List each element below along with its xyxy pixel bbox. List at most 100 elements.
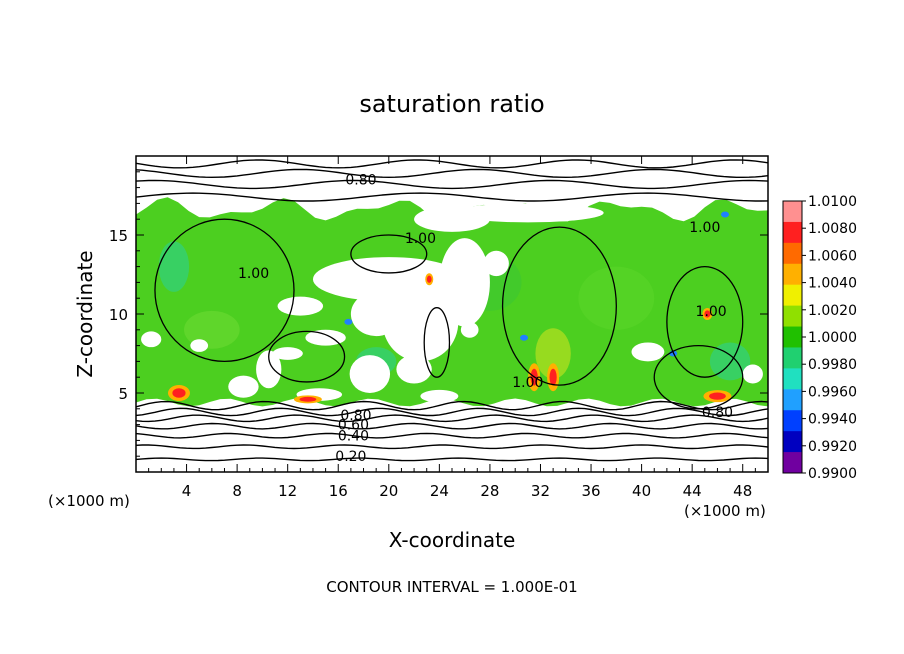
x-tick-label: 8	[232, 482, 242, 500]
dry-region	[452, 203, 604, 223]
contour-loop	[154, 218, 295, 363]
contour-label: 1.00	[696, 304, 727, 320]
dry-region	[396, 355, 432, 384]
y-axis-label: Z-coordinate	[73, 250, 97, 377]
contour-loop	[268, 330, 346, 383]
dry-region	[305, 329, 346, 346]
colorbar-tick-label: 1.0080	[808, 221, 857, 237]
dry-region	[631, 342, 665, 362]
contour-label: 0.80	[340, 408, 371, 424]
field-hotspot-core	[426, 275, 432, 283]
colorbar-tick-label: 1.0040	[808, 276, 857, 292]
x-tick-label: 4	[182, 482, 192, 500]
colorbar: 1.0100 1.0080 1.0060 1.0040 1.0020 1.0000 0.99…	[782, 194, 857, 482]
colorbar-tick-label: 1.0100	[808, 194, 857, 210]
y-tick-label: 15	[109, 227, 128, 245]
x-tick-label: 28	[480, 482, 499, 500]
colorbar-tick-label: 0.9960	[808, 384, 857, 400]
colorbar-segment	[783, 431, 802, 453]
upper-isoline	[136, 192, 768, 202]
x-tick-label: 40	[632, 482, 651, 500]
lower-isoline	[136, 422, 768, 430]
lower-isoline	[136, 414, 768, 423]
field-hotspot-core	[299, 396, 317, 402]
contour-loop	[350, 234, 428, 274]
contour-label: 0.40	[338, 429, 369, 445]
dry-region	[350, 291, 402, 337]
x-tick-label: 16	[329, 482, 348, 500]
lower-isoline	[136, 444, 768, 450]
x-tick-label: 24	[430, 482, 449, 500]
contour-layer	[136, 159, 768, 462]
dry-region	[439, 238, 490, 327]
upper-isoline	[136, 168, 768, 179]
contour-label: 0.80	[345, 173, 376, 189]
colorbar-segment	[783, 221, 802, 244]
dry-region	[420, 389, 459, 403]
dry-region	[141, 331, 162, 348]
x-axis-unit: (×1000 m)	[684, 502, 766, 520]
field-hotspot-core	[172, 388, 186, 398]
lower-isoline	[136, 432, 768, 439]
field-patch	[535, 328, 571, 379]
field-patch	[709, 342, 751, 381]
dry-region	[272, 347, 303, 360]
lower-isoline	[136, 400, 768, 411]
x-tick-label: 32	[531, 482, 550, 500]
y-tick-label: 10	[109, 306, 128, 324]
contour-loop	[653, 344, 744, 410]
dry-region	[483, 250, 509, 277]
contour-labels: 0.200.400.600.80 0.800.801.001.001.001.00…	[238, 173, 733, 466]
chart-title: saturation ratio	[359, 90, 544, 118]
colorbar-segment	[783, 452, 802, 474]
field-fringe	[520, 334, 529, 341]
colorbar-segment	[783, 201, 802, 223]
lower-isoline	[136, 457, 768, 462]
colorbar-segment	[783, 368, 802, 390]
contour-label: 0.80	[702, 405, 733, 421]
field-patch	[184, 310, 240, 349]
colorbar-tick-label: 0.9900	[808, 466, 857, 482]
x-tick-label: 48	[733, 482, 752, 500]
dry-region	[256, 350, 282, 389]
contour-label: 1.00	[512, 375, 543, 391]
colorbar-tick-label: 1.0060	[808, 248, 857, 264]
dry-region	[190, 339, 209, 352]
y-tick-label: 5	[118, 385, 128, 403]
upper-isoline	[136, 159, 768, 169]
x-tick-label: 44	[683, 482, 702, 500]
colorbar-segment	[783, 410, 802, 432]
contour-label: 0.60	[338, 418, 369, 434]
dry-region	[349, 355, 391, 393]
x-tick-label: 36	[581, 482, 600, 500]
colorbar-segment	[783, 389, 802, 411]
field-hotspot-core	[709, 392, 726, 400]
field-patch	[158, 241, 190, 292]
contour-label: 1.00	[405, 231, 436, 247]
contour-loop	[501, 226, 617, 386]
upper-isoline	[136, 179, 768, 190]
colorbar-tick-label: 0.9980	[808, 357, 857, 373]
dry-region	[277, 296, 324, 316]
x-tick-label: 12	[278, 482, 297, 500]
colorbar-segment	[783, 326, 802, 348]
contour-loop	[423, 307, 451, 378]
x-axis-label: X-coordinate	[389, 528, 516, 552]
field-hotspot-core	[704, 310, 711, 318]
dry-region	[460, 321, 479, 338]
contour-label: 1.00	[238, 266, 269, 282]
field-fringe	[344, 318, 353, 325]
colorbar-segment	[783, 242, 802, 265]
colorbar-tick-label: 0.9940	[808, 412, 857, 428]
field-layer	[136, 197, 768, 407]
colorbar-segment	[783, 263, 802, 286]
y-axis-ticks: 5 10 15	[109, 171, 768, 457]
contour-interval-note: CONTOUR INTERVAL = 1.000E-01	[326, 578, 577, 596]
contour-label: 1.00	[689, 220, 720, 236]
field-hotspot-core	[549, 368, 557, 386]
y-axis-unit: (×1000 m)	[48, 492, 130, 510]
colorbar-tick-label: 0.9920	[808, 439, 857, 455]
contour-loop	[666, 265, 744, 378]
lower-isoline	[136, 407, 768, 417]
